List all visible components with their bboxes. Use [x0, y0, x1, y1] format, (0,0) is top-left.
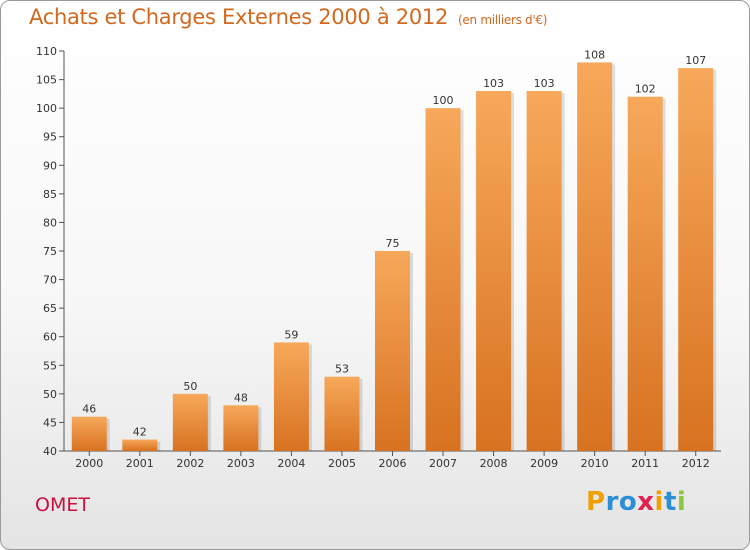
data-label: 42	[133, 426, 147, 439]
logo-letter: P	[586, 487, 606, 517]
x-tick-label: 2001	[126, 457, 154, 470]
y-tick-label: 90	[43, 159, 57, 172]
y-tick-label: 65	[43, 302, 57, 315]
y-tick-label: 55	[43, 359, 57, 372]
logo-letter: t	[663, 487, 677, 517]
bar	[223, 405, 259, 451]
x-tick-label: 2002	[176, 457, 204, 470]
logo-letter: i	[654, 487, 664, 517]
bar	[273, 342, 309, 451]
commune-name: OMET	[35, 494, 90, 516]
data-label: 46	[82, 403, 96, 416]
y-tick-label: 95	[43, 131, 57, 144]
x-tick-label: 2012	[682, 457, 710, 470]
data-label: 50	[183, 380, 197, 393]
bar	[375, 251, 410, 451]
y-tick-label: 75	[43, 245, 57, 258]
x-tick-label: 2003	[227, 457, 255, 470]
x-tick-label: 2011	[631, 457, 659, 470]
data-label: 59	[284, 328, 298, 341]
y-tick-label: 105	[36, 74, 57, 87]
y-tick-label: 100	[36, 102, 57, 115]
y-tick-label: 60	[43, 331, 57, 344]
data-label: 75	[386, 237, 400, 250]
proxiti-logo: Proxiti	[586, 487, 686, 517]
x-tick-label: 2004	[277, 457, 305, 470]
y-tick-label: 85	[43, 188, 57, 201]
bar	[172, 393, 208, 451]
chart-title: Achats et Charges Externes 2000 à 2012 (e…	[29, 5, 547, 29]
data-label: 108	[584, 48, 605, 61]
x-tick-label: 2006	[379, 457, 407, 470]
data-label: 103	[534, 77, 555, 90]
x-tick-label: 2008	[480, 457, 508, 470]
y-tick-label: 50	[43, 388, 57, 401]
y-tick-label: 40	[43, 445, 57, 458]
bar	[122, 439, 158, 451]
data-label: 103	[483, 77, 504, 90]
bar	[526, 91, 562, 451]
bar	[476, 91, 512, 451]
y-tick-label: 45	[43, 416, 57, 429]
y-tick-label: 70	[43, 274, 57, 287]
bar	[678, 68, 714, 452]
unit-text: (en milliers d'€)	[458, 13, 548, 27]
x-tick-label: 2000	[75, 457, 103, 470]
x-tick-label: 2005	[328, 457, 356, 470]
y-tick-label: 110	[36, 45, 57, 58]
data-label: 53	[335, 363, 349, 376]
bar	[71, 416, 107, 451]
y-tick-label: 80	[43, 216, 57, 229]
x-tick-label: 2010	[581, 457, 609, 470]
logo-letter: o	[618, 487, 638, 517]
data-label: 102	[635, 83, 656, 96]
logo-letter: x	[637, 487, 655, 517]
x-tick-label: 2007	[429, 457, 457, 470]
logo-letter: r	[605, 487, 619, 517]
x-tick-label: 2009	[530, 457, 558, 470]
bar	[324, 376, 360, 451]
logo-letter: i	[676, 487, 687, 517]
data-label: 100	[433, 94, 454, 107]
title-text: Achats et Charges Externes 2000 à 2012	[29, 5, 449, 29]
bar	[425, 108, 461, 452]
data-label: 48	[234, 391, 248, 404]
bar	[577, 62, 613, 452]
bar	[627, 96, 663, 451]
data-label: 107	[685, 54, 706, 67]
